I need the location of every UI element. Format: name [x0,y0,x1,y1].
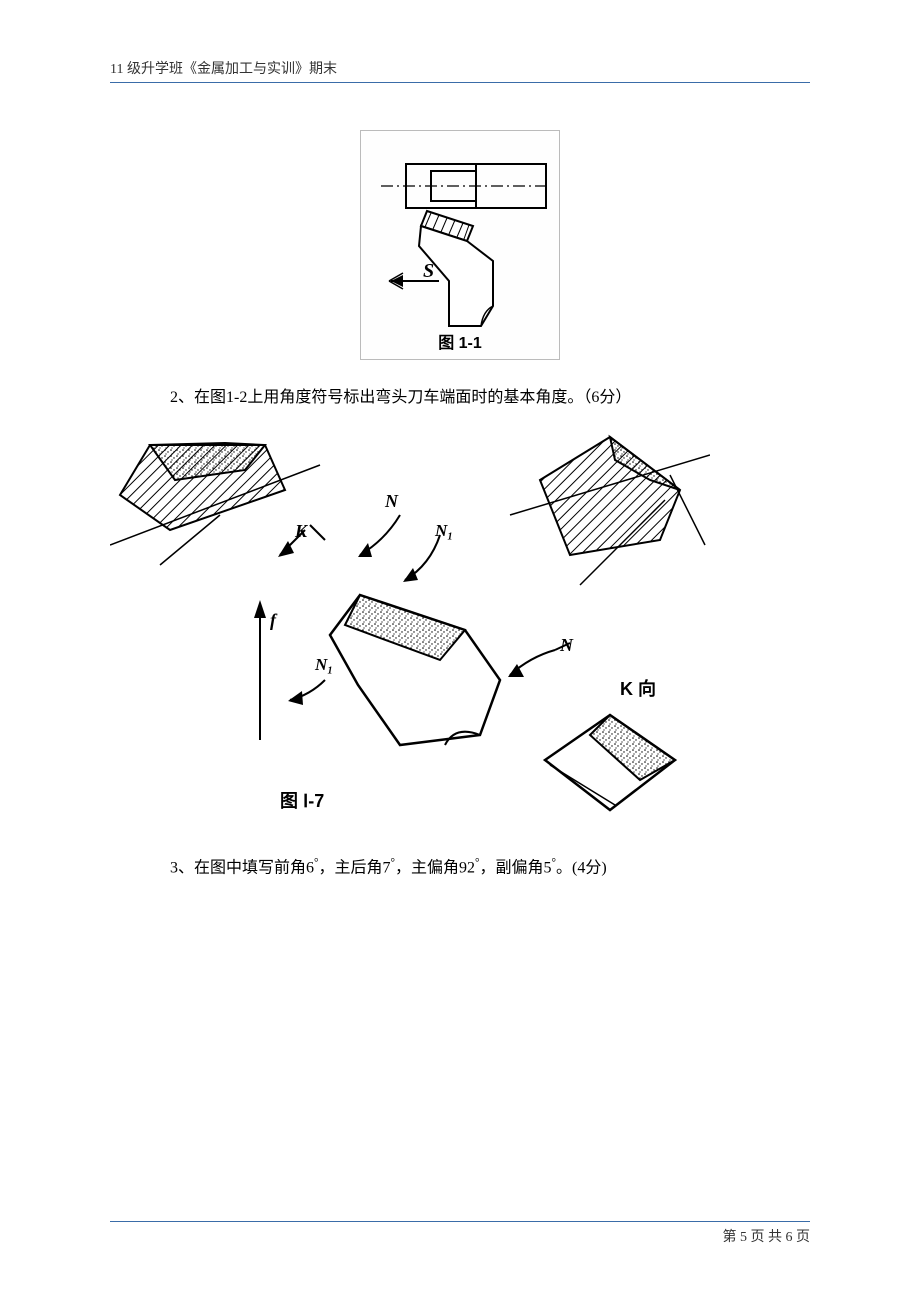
page-footer: 第 5 页 共 6 页 [110,1221,810,1246]
label-K-dir: K 向 [620,675,656,701]
label-f: f [270,610,276,631]
label-K: K [295,521,307,542]
figure-1-1-svg: S [361,131,561,361]
q3-seg2: ，主后角7 [319,859,391,876]
q3-seg5: 。(4分) [556,859,607,876]
label-N1-bottom: N₁ [315,655,333,675]
figure-1-1: S 图 1-1 [360,130,560,360]
label-N1-top: N₁ [435,521,453,541]
label-N-right: N [560,635,573,656]
figure-1-7: K N N₁ N₁ N f K 向 图 Ⅰ-7 [110,425,710,825]
page-header: 11 级升学班《金属加工与实训》期末 [110,58,810,83]
question-3: 3、在图中填写前角6°，主后角7°，主偏角92°，副偏角5°。(4分) [170,853,810,883]
footer-text: 第 5 页 共 6 页 [723,1230,811,1245]
header-text: 11 级升学班《金属加工与实训》期末 [110,62,337,77]
figure-1-7-caption: 图 Ⅰ-7 [280,787,324,813]
q3-seg3: ，主偏角92 [395,859,475,876]
k-direction-view [545,715,675,810]
page-content: S 图 1-1 2、在图1-2上用角度符号标出弯头刀车端面时的基本角度。（6分） [110,110,810,883]
top-right-view [510,437,710,585]
q3-seg4: ，副偏角5 [480,859,552,876]
label-N-top: N [385,491,398,512]
q3-seg1: 3、在图中填写前角6 [170,859,314,876]
figure-1-7-container: K N N₁ N₁ N f K 向 图 Ⅰ-7 [110,425,810,825]
question-2: 2、在图1-2上用角度符号标出弯头刀车端面时的基本角度。（6分） [170,384,810,413]
arrow-s-label: S [423,260,434,282]
figure-1-1-caption: 图 1-1 [361,329,559,353]
figure-1-1-container: S 图 1-1 [110,130,810,360]
center-plan-view [254,515,570,745]
question-2-text: 2、在图1-2上用角度符号标出弯头刀车端面时的基本角度。（6分） [170,389,631,406]
figure-1-7-svg [110,425,710,825]
